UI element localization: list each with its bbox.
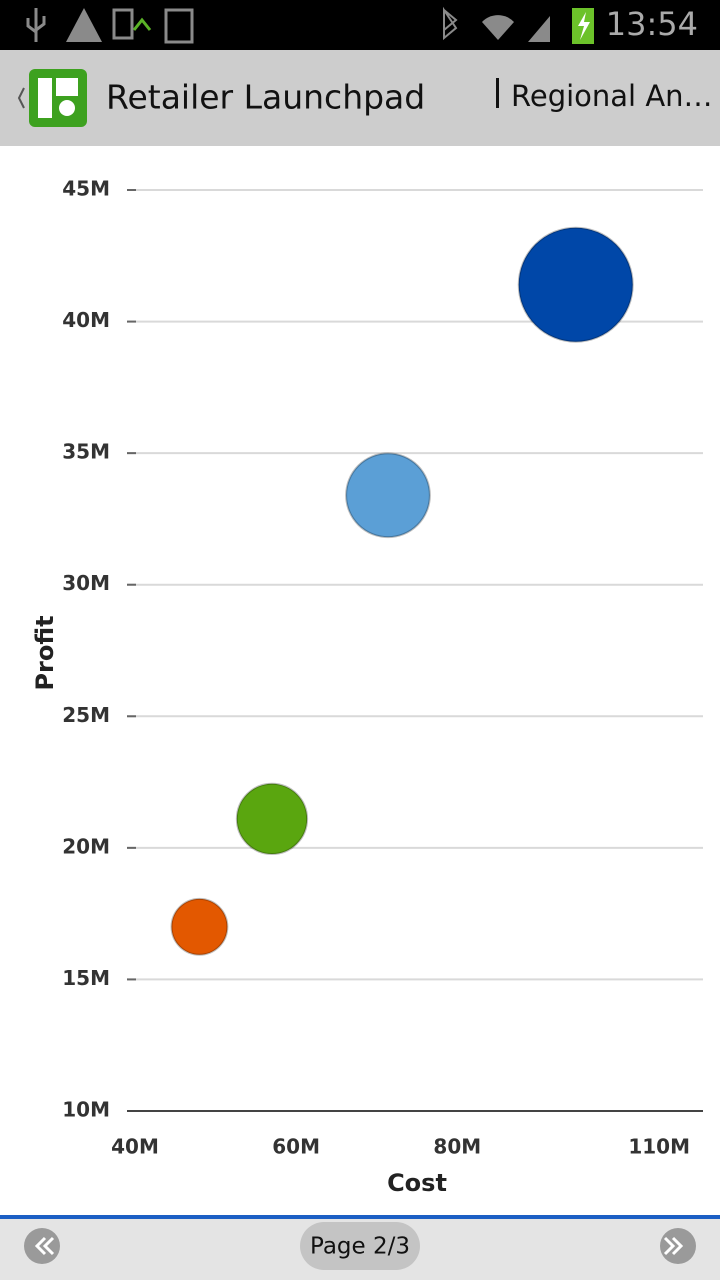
footer: Page 2/3 xyxy=(0,1219,720,1280)
divider xyxy=(0,1215,720,1219)
page-indicator xyxy=(300,1222,420,1270)
y-tick-label: 35M xyxy=(62,440,110,464)
status-icons: 13:54 xyxy=(26,5,698,44)
page-label: Page 2/3 xyxy=(310,1234,410,1260)
action-bar: Retailer Launchpad Regional An… xyxy=(0,50,720,146)
bubble xyxy=(235,782,309,856)
back-arrow[interactable] xyxy=(17,87,25,109)
bubble xyxy=(517,226,634,343)
y-tick-label: 10M xyxy=(62,1098,110,1122)
tab-title[interactable]: Regional An… xyxy=(511,79,713,113)
chart: 10M 15M 20M 25M 30M 35M 40M 45M 40M 60M 80M 110M Cos… xyxy=(31,177,703,1197)
y-tick-label: 40M xyxy=(62,308,110,332)
prev-page-button[interactable] xyxy=(24,1228,60,1264)
y-tick-label: 45M xyxy=(62,177,110,201)
y-tick-label: 15M xyxy=(62,966,110,990)
status-bar: 13:54 xyxy=(0,0,720,50)
y-tick-label: 30M xyxy=(62,571,110,595)
pager: Page 2/3 xyxy=(24,1222,696,1270)
clock: 13:54 xyxy=(606,5,698,43)
x-tick-label: 40M xyxy=(111,1135,159,1159)
y-tick-label: 25M xyxy=(62,703,110,727)
x-tick-label: 80M xyxy=(433,1135,481,1159)
y-tick-label: 20M xyxy=(62,834,110,858)
x-tick-label: 60M xyxy=(272,1135,320,1159)
app-title: Retailer Launchpad xyxy=(106,78,425,117)
y-axis-title: Profit xyxy=(31,615,59,690)
bubble xyxy=(345,452,431,539)
next-page-button[interactable] xyxy=(660,1228,696,1264)
chart-area: 10M 15M 20M 25M 30M 35M 40M 45M 40M 60M 80M 110M Cos… xyxy=(0,146,720,1216)
bubble xyxy=(170,897,229,956)
action-bar-content: Retailer Launchpad Regional An… xyxy=(17,69,713,127)
x-tick-label: 110M xyxy=(628,1135,690,1159)
app-icon[interactable] xyxy=(29,69,87,127)
x-axis-title: Cost xyxy=(387,1169,447,1197)
